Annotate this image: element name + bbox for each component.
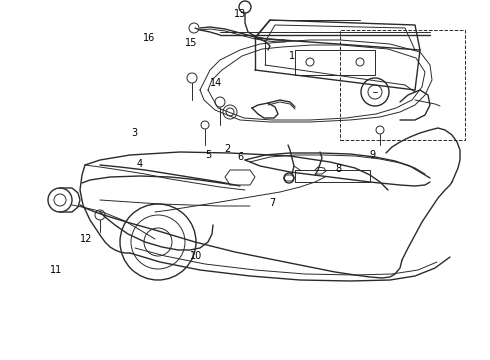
- Text: 11: 11: [50, 265, 63, 275]
- Text: 1: 1: [289, 51, 294, 61]
- Text: 5: 5: [205, 150, 211, 160]
- Text: 8: 8: [335, 164, 341, 174]
- Text: 3: 3: [132, 128, 138, 138]
- Text: 13: 13: [234, 9, 246, 19]
- Text: 16: 16: [144, 33, 156, 43]
- Text: 6: 6: [237, 152, 243, 162]
- Text: 10: 10: [190, 251, 202, 261]
- Text: 7: 7: [269, 198, 275, 208]
- Text: 9: 9: [369, 150, 375, 160]
- Text: 2: 2: [225, 144, 231, 154]
- Text: 14: 14: [210, 78, 222, 88]
- Text: 4: 4: [137, 159, 143, 169]
- Text: 15: 15: [185, 38, 197, 48]
- Text: 12: 12: [79, 234, 92, 244]
